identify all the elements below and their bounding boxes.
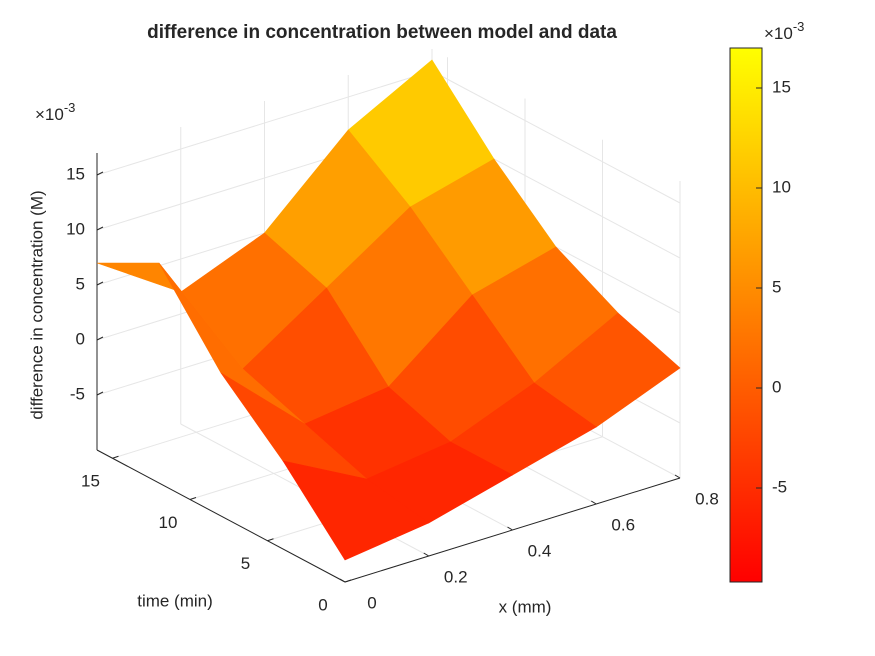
z-tick (96, 281, 104, 286)
exp-base: ×10 (764, 24, 793, 43)
y-tick-label: 15 (81, 472, 100, 491)
x-axis-label: x (mm) (499, 597, 552, 616)
x-tick-label: 0.2 (444, 567, 468, 586)
colorbar-tick-label: 10 (772, 177, 791, 196)
z-tick-label: 15 (66, 164, 85, 183)
exp-base: ×10 (35, 105, 64, 124)
chart-title: difference in concentration between mode… (147, 22, 617, 43)
colorbar-tick-label: 5 (772, 277, 781, 296)
x-tick (507, 526, 513, 531)
colorbar-tick-label: -5 (772, 477, 787, 496)
y-axis (96, 449, 346, 583)
x-tick (423, 552, 430, 557)
x-tick (339, 578, 346, 583)
y-axis-label: time (min) (137, 591, 213, 610)
z-tick-label: -5 (70, 384, 85, 403)
y-tick-label: 10 (159, 513, 178, 532)
z-tick-label: 0 (76, 329, 85, 348)
y-tick-label: 0 (318, 595, 327, 614)
y-tick (112, 455, 119, 459)
x-tick-label: 0.8 (695, 489, 719, 508)
surface-patch (282, 460, 430, 561)
x-tick-label: 0 (367, 593, 376, 612)
z-tick-label: 10 (66, 219, 85, 238)
x-tick-label: 0.4 (528, 541, 552, 560)
z-tick (96, 226, 104, 231)
z-exponent: ×10-3 (35, 100, 75, 124)
x-tick (590, 500, 597, 505)
colorbar (729, 47, 763, 583)
c-exponent: ×10-3 (764, 19, 804, 43)
colorbar-tick-label: 15 (772, 77, 791, 96)
grid-line (431, 70, 681, 204)
z-axis-label: difference in concentration (M) (27, 190, 46, 419)
x-tick-label: 0.6 (611, 515, 635, 534)
z-tick (96, 171, 104, 176)
exp-power: -3 (793, 19, 805, 34)
y-tick (267, 538, 274, 542)
y-tick-label: 5 (241, 554, 250, 573)
z-tick (96, 336, 104, 341)
z-tick-label: 5 (76, 274, 85, 293)
x-tick (674, 474, 681, 479)
z-tick (96, 391, 104, 396)
y-tick (189, 497, 197, 500)
y-tick (344, 579, 352, 583)
colorbar-tick-label: 0 (772, 377, 781, 396)
exp-power: -3 (64, 100, 76, 115)
